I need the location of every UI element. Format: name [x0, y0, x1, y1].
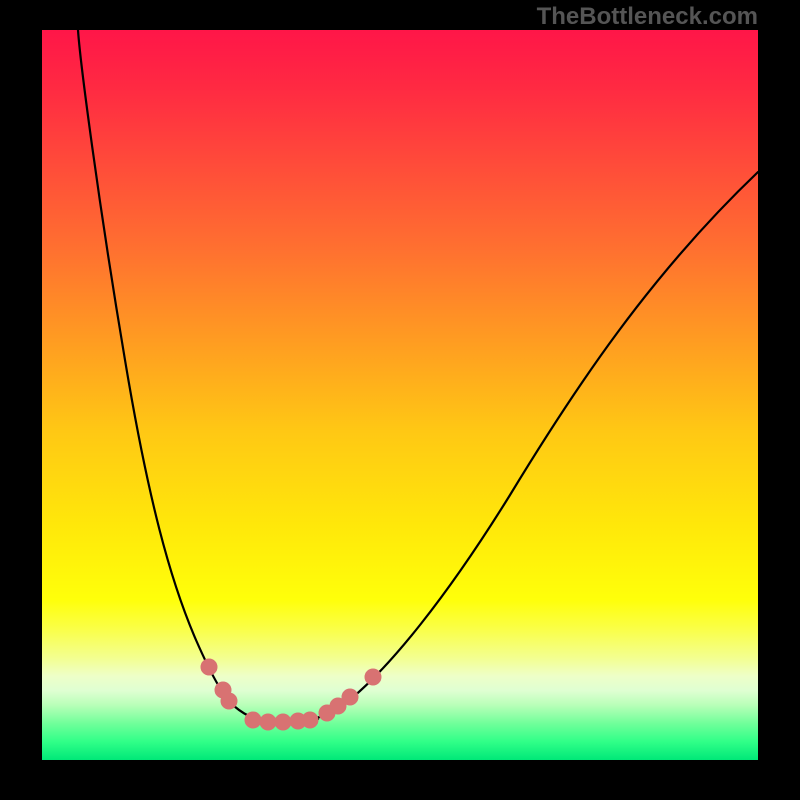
data-marker — [365, 669, 381, 685]
data-marker — [275, 714, 291, 730]
chart-svg-layer — [0, 0, 800, 800]
data-marker — [342, 689, 358, 705]
data-marker — [302, 712, 318, 728]
data-marker — [260, 714, 276, 730]
data-marker — [201, 659, 217, 675]
data-marker — [221, 693, 237, 709]
data-marker — [245, 712, 261, 728]
watermark-label: TheBottleneck.com — [537, 3, 758, 31]
